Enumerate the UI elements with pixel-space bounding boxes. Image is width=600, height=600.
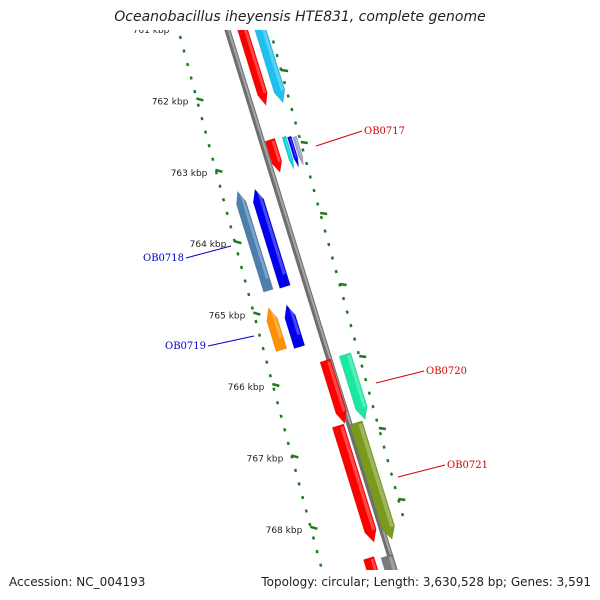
tick-label: 761 kbp	[133, 26, 170, 36]
outer-tick-mark	[280, 68, 289, 73]
tick-mark	[196, 97, 204, 102]
tick-mark	[234, 239, 242, 245]
gene-green-forward[interactable]	[338, 352, 371, 422]
gene-label-leader	[185, 245, 232, 259]
gene-red-long-forward[interactable]	[331, 423, 380, 544]
gene-ob0718-reverse[interactable]	[233, 190, 274, 293]
outer-tick-mark	[319, 211, 328, 216]
map-title: Oceanobacillus iheyensis HTE831, complet…	[114, 9, 486, 25]
tick-label: 762 kbp	[152, 97, 189, 107]
gene-label-ob0718[interactable]: OB0718	[143, 253, 184, 264]
accession-text: Accession: NC_004193	[9, 575, 146, 589]
tick-label: 763 kbp	[171, 169, 208, 179]
tick-label: 768 kbp	[266, 526, 303, 536]
gene-ob0720-forward[interactable]	[319, 358, 350, 425]
outer-tick-mark	[359, 354, 367, 359]
genome-summary-text: Topology: circular; Length: 3,630,528 bp…	[261, 575, 591, 589]
gene-label-ob0720[interactable]: OB0720	[426, 366, 467, 377]
tick-label: 764 kbp	[190, 240, 227, 250]
tick-mark	[215, 168, 223, 174]
tick-mark	[290, 454, 299, 459]
tick-label: 766 kbp	[228, 383, 265, 393]
outer-tick-mark	[300, 140, 308, 145]
tick-label: 765 kbp	[209, 312, 246, 322]
gene-reverse-blue-2[interactable]	[281, 303, 306, 350]
tick-mark	[309, 525, 318, 531]
gene-label-ob0721[interactable]: OB0721	[447, 460, 488, 471]
gene-label-ob0719[interactable]: OB0719	[165, 341, 206, 352]
gene-ob0721-forward[interactable]	[349, 420, 398, 541]
outer-tick-mark	[398, 497, 406, 502]
tick-mark	[183, 30, 185, 31]
outer-tick-mark	[378, 426, 387, 431]
tick-mark	[271, 382, 280, 388]
gene-ob0717-forward[interactable]	[264, 137, 285, 173]
gene-label-leader	[207, 335, 255, 347]
outer-dotted-ring	[268, 30, 405, 517]
gene-features	[232, 4, 407, 600]
gene-reverse-blue[interactable]	[250, 188, 291, 289]
genome-map-view: 761 kbp 762 kbp 763 kbp 764 kbp 765 kbp 766 k…	[133, 4, 488, 600]
inner-dotted-ring	[178, 35, 323, 567]
gene-cyan-forward[interactable]	[247, 4, 289, 105]
gene-label-leader	[315, 130, 363, 147]
gene-label-leader	[397, 464, 446, 478]
gene-red-bottom[interactable]	[362, 556, 388, 600]
gene-small-cyan[interactable]	[281, 135, 296, 170]
position-ticks: 761 kbp 762 kbp 763 kbp 764 kbp 765 kbp 766 k…	[133, 26, 406, 536]
gene-labels: OB0717 OB0718 OB0719 OB0720 OB0721	[143, 126, 488, 478]
gene-ob0719-reverse[interactable]	[263, 306, 288, 353]
tick-label: 767 kbp	[247, 454, 284, 464]
gene-grey-bottom[interactable]	[380, 553, 407, 600]
outer-tick-mark	[339, 282, 347, 287]
gene-ob0716-forward[interactable]	[232, 13, 271, 107]
tick-mark	[253, 311, 261, 316]
gene-small-blue[interactable]	[286, 135, 300, 168]
gene-small-grey[interactable]	[292, 135, 306, 166]
gene-label-leader	[375, 370, 425, 384]
gene-label-ob0717[interactable]: OB0717	[364, 126, 405, 137]
